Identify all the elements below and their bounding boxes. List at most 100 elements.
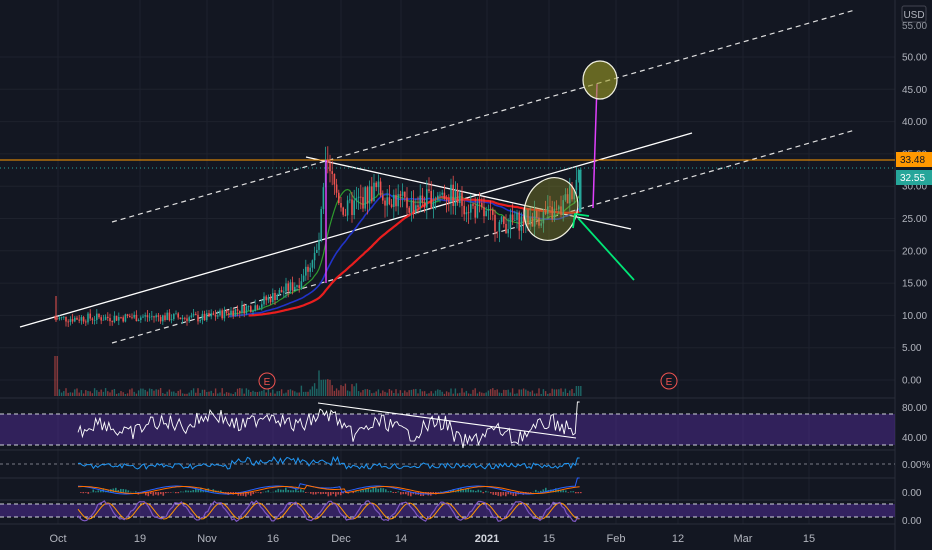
volume-bar [382,390,384,396]
macd-histogram-bar [220,490,222,493]
volume-bar [201,389,204,396]
green-arrow[interactable] [572,212,635,281]
volume-bar [483,393,485,396]
candle [71,313,74,324]
candle [157,312,160,322]
volume-bar [503,389,505,396]
rsi-trendline [317,402,577,439]
breakout-ellipse[interactable] [516,170,587,248]
channel-lower-dashed[interactable] [111,129,856,344]
descending-trendline[interactable] [305,156,632,230]
macd-histogram-bar [575,492,577,494]
candle [232,307,234,319]
volume-bar [577,386,580,396]
candle [250,304,252,313]
volume-bar [419,389,421,396]
candle [366,185,369,215]
earnings-marker-2[interactable]: E [660,372,678,390]
macd-histogram-bar [320,492,322,495]
support-trendline[interactable] [19,132,693,328]
volume-bar [492,388,494,396]
macd-histogram-bar [472,490,475,493]
candle [269,294,272,305]
candle [294,282,296,291]
volume-bar [355,383,358,396]
volume-bar [263,389,265,396]
candle [140,315,142,323]
macd-histogram-bar [145,492,147,496]
volume-bar [496,389,498,396]
volume-bar [450,388,452,396]
candle [307,264,309,281]
candle [181,314,184,324]
candle [131,313,133,320]
panel-tick-label: 0.00 [902,516,922,527]
volume-bar [107,391,109,396]
volume-bar [96,390,98,396]
candle [579,169,582,213]
volume-bar [166,391,168,396]
volume-bar [408,390,410,396]
price-axis[interactable]: USD 55.00 50.0045.0040.0035.0030.0025.00… [896,0,932,550]
macd-histogram-bar [265,491,267,493]
candle [74,316,76,323]
macd-histogram-bar [385,489,387,493]
volume-bar [71,392,74,396]
macd-histogram-bar [260,492,262,494]
candle [327,146,329,174]
macd-histogram-bar [392,492,395,493]
macd-histogram-bar [405,492,407,495]
volume-bar [65,388,67,396]
candle [492,207,494,221]
volume-bar [426,393,428,396]
channel-upper-dashed[interactable] [111,9,856,223]
candle [386,188,388,217]
volume-bar [252,390,254,396]
macd-histogram-bar [180,491,182,493]
panel-tick-label: 40.00 [902,433,927,444]
volume-bar [430,391,432,396]
currency-label: USD [903,10,924,21]
candle [98,313,100,319]
macd-histogram-bar [477,489,480,493]
volume-bar [197,388,199,396]
macd-histogram-bar [377,488,380,493]
volume-bar [507,389,509,396]
candle [254,299,256,312]
candle [450,178,452,215]
volume-bar [498,392,501,396]
candle [496,231,498,239]
macd-histogram-bar [367,488,370,493]
volume-bar [320,379,322,396]
volume-bar [569,390,571,396]
candle [263,292,265,307]
volume-bar [415,388,417,396]
volume-bar [74,389,76,396]
earnings-marker-1[interactable]: E [258,372,276,390]
time-axis[interactable]: Oct 19 Nov 16 Dec 14 2021 15 Feb 12 Mar 15 [49,533,815,545]
target-ellipse[interactable] [582,60,618,100]
macd-histogram-bar [370,489,372,493]
volume-bar [573,393,575,396]
macd-histogram-bar [380,488,382,493]
volume-bar [571,388,573,396]
candle [415,198,417,215]
volume-bar [217,393,219,396]
macd-histogram-bar [280,489,282,493]
measure-line-right[interactable] [592,83,598,209]
candle [404,191,406,202]
macd-histogram-bar [127,490,130,493]
candle [247,305,250,311]
candle [395,188,397,212]
macd-histogram-bar [300,489,302,493]
candle [236,305,239,317]
price-tick-partial: 55.00 [902,21,927,32]
volume-bar [175,393,177,396]
candle [267,294,270,304]
candle [118,312,120,326]
volume-bar [560,388,562,396]
macd-histogram-bar [490,492,492,494]
macd-histogram-bar [197,489,200,493]
volume-bar [494,390,496,396]
